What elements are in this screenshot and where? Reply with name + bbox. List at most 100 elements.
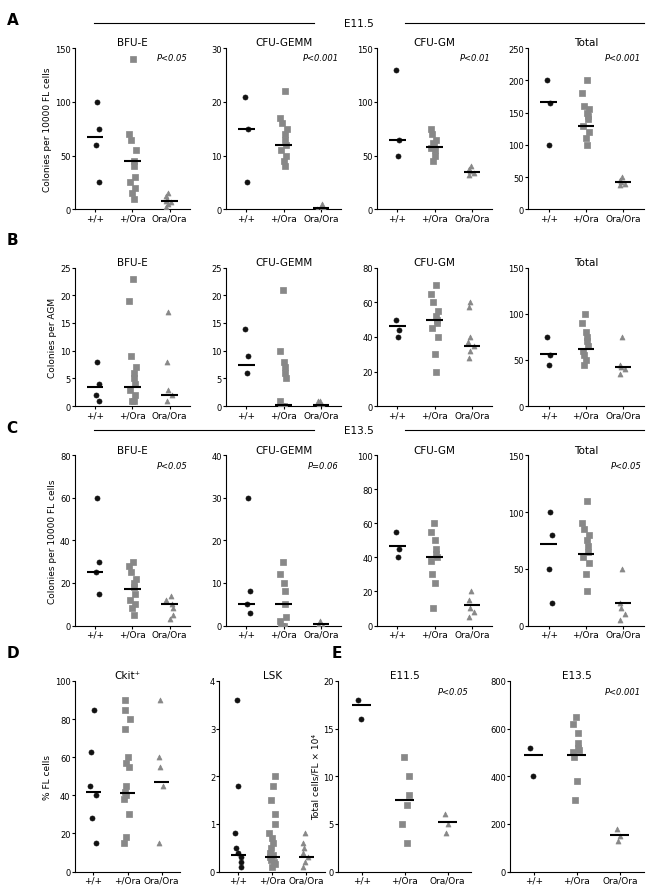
Point	[282, 122, 293, 137]
Point	[131, 144, 141, 158]
Point	[161, 394, 172, 409]
Point	[426, 554, 437, 569]
Point	[90, 789, 101, 803]
Point	[583, 113, 593, 127]
Point	[298, 836, 308, 850]
Point	[615, 358, 625, 372]
Point	[570, 793, 580, 807]
Point	[129, 372, 140, 386]
Point	[582, 74, 592, 89]
Point	[463, 335, 474, 350]
Point	[430, 534, 441, 548]
Point	[280, 597, 290, 611]
Point	[616, 176, 627, 190]
Point	[121, 779, 131, 793]
Point	[276, 400, 287, 414]
Point	[128, 192, 138, 207]
Point	[577, 344, 588, 358]
Point	[393, 331, 403, 345]
Point	[427, 322, 437, 336]
Point	[432, 551, 442, 565]
Point	[278, 283, 288, 298]
Point	[128, 555, 138, 569]
Point	[615, 367, 625, 382]
Point	[92, 491, 102, 505]
Point	[85, 779, 96, 793]
Point	[430, 577, 440, 591]
Point	[124, 807, 135, 822]
Point	[120, 703, 130, 717]
Point	[580, 132, 591, 147]
Point	[127, 394, 138, 409]
Text: P=0.06: P=0.06	[308, 461, 339, 470]
Point	[443, 817, 453, 831]
Point	[168, 608, 178, 622]
Point	[577, 87, 588, 101]
Text: P<0.05: P<0.05	[157, 461, 188, 470]
Point	[94, 122, 104, 137]
Point	[242, 122, 253, 137]
Point	[573, 736, 583, 750]
Point	[130, 377, 140, 392]
Point	[120, 836, 130, 850]
Point	[582, 494, 592, 509]
Point	[582, 331, 592, 345]
Point	[124, 294, 134, 308]
Point	[87, 811, 98, 825]
Point	[125, 133, 136, 148]
Point	[573, 741, 584, 755]
Point	[92, 355, 102, 369]
Text: E13.5: E13.5	[344, 426, 374, 436]
Point	[428, 296, 438, 310]
Point	[125, 176, 135, 190]
Point	[441, 826, 451, 840]
Point	[298, 860, 308, 874]
Point	[617, 171, 627, 185]
Point	[162, 355, 172, 369]
Point	[580, 568, 591, 582]
Point	[584, 103, 595, 117]
Title: BFU-E: BFU-E	[117, 257, 148, 267]
Point	[469, 339, 479, 353]
Point	[235, 860, 246, 874]
Text: P<0.05: P<0.05	[438, 687, 469, 696]
Point	[579, 358, 590, 372]
Point	[394, 324, 404, 338]
Point	[90, 389, 101, 403]
Text: P<0.01: P<0.01	[460, 54, 490, 63]
Point	[581, 353, 592, 367]
Point	[313, 400, 323, 414]
Point	[469, 166, 479, 181]
Point	[270, 769, 281, 783]
Point	[613, 833, 623, 848]
Title: E11.5: E11.5	[390, 670, 419, 680]
Point	[615, 596, 625, 611]
Point	[578, 349, 589, 363]
Point	[619, 363, 630, 377]
Point	[427, 128, 437, 142]
Point	[94, 377, 104, 392]
Point	[572, 727, 582, 741]
Point	[430, 542, 441, 556]
Point	[269, 855, 280, 869]
Point	[279, 355, 289, 369]
Point	[129, 580, 140, 595]
Point	[124, 560, 134, 574]
Point	[431, 547, 441, 561]
Point	[131, 361, 141, 375]
Text: B: B	[6, 232, 18, 248]
Point	[317, 619, 328, 633]
Point	[127, 187, 138, 201]
Point	[426, 122, 437, 137]
Point	[161, 194, 172, 208]
Point	[92, 96, 102, 110]
Point	[465, 160, 476, 174]
Point	[281, 149, 292, 164]
Point	[277, 619, 287, 633]
Point	[356, 713, 367, 727]
Point	[279, 400, 289, 414]
Point	[426, 287, 436, 301]
Point	[397, 817, 408, 831]
Point	[402, 836, 412, 850]
Point	[428, 139, 439, 153]
